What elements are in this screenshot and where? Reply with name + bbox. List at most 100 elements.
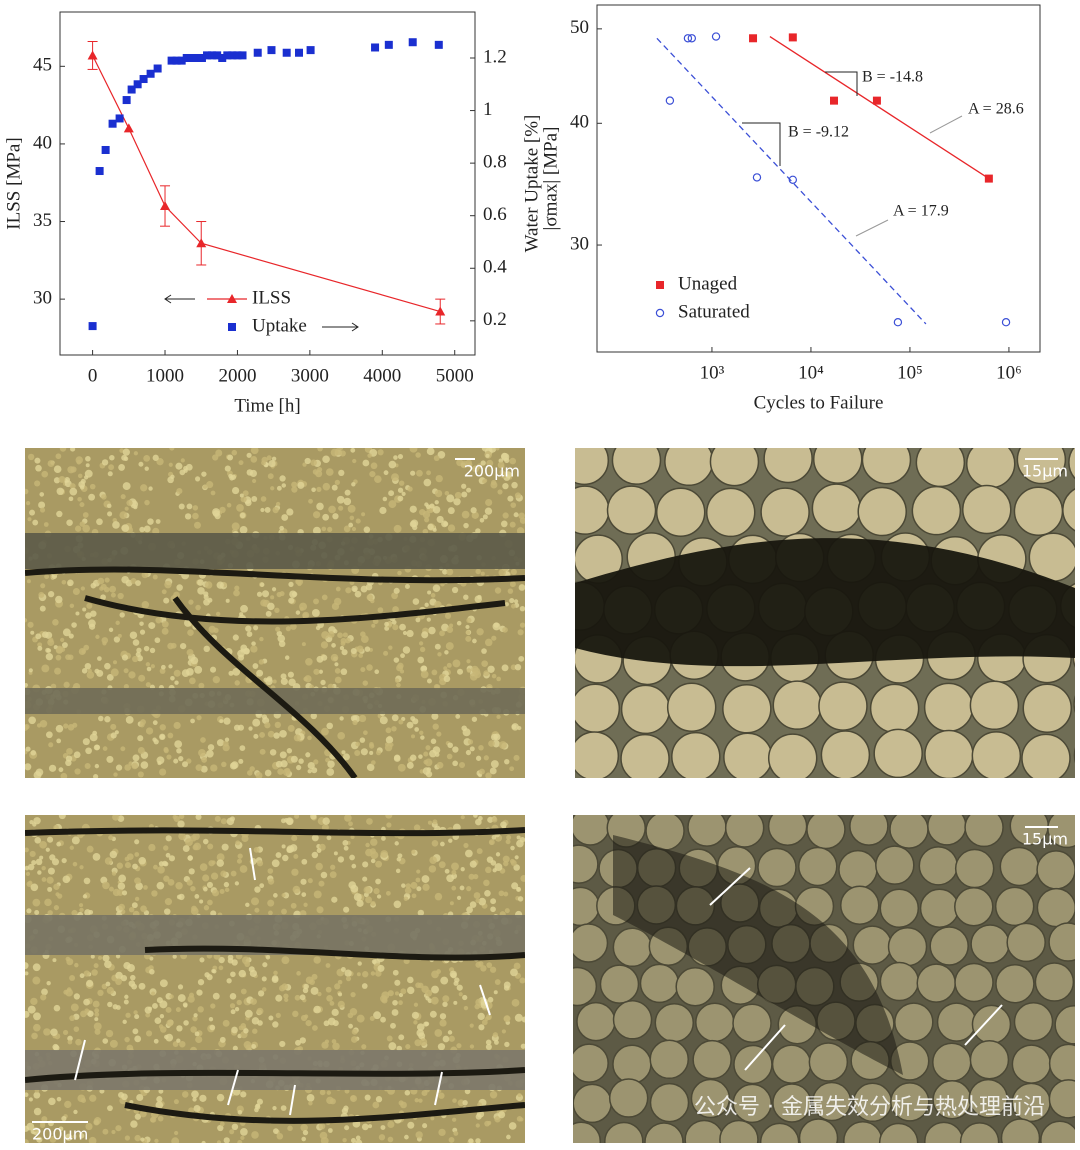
fiber-dot bbox=[186, 648, 194, 656]
fiber-dot bbox=[483, 478, 488, 483]
fiber-dot bbox=[457, 1099, 465, 1107]
fiber-dot bbox=[128, 906, 135, 913]
marker bbox=[984, 174, 993, 183]
fiber-dot bbox=[273, 970, 278, 976]
fiber-dot bbox=[165, 1033, 174, 1042]
fiber-dot bbox=[53, 883, 60, 890]
fiber-dot bbox=[506, 1134, 511, 1140]
fiber-dot bbox=[41, 631, 49, 638]
fiber-dot bbox=[330, 653, 339, 662]
fiber-dot bbox=[362, 459, 370, 467]
fiber-dot bbox=[326, 835, 332, 841]
x-tick-label: 10⁶ bbox=[996, 362, 1022, 383]
fiber-dot bbox=[485, 453, 490, 458]
fiber-dot bbox=[196, 715, 202, 721]
fiber-dot bbox=[507, 588, 514, 594]
fiber-dot bbox=[27, 1005, 36, 1014]
fiber-dot bbox=[509, 858, 515, 864]
fiber-dot bbox=[438, 861, 446, 869]
fiber-dot bbox=[380, 1016, 386, 1023]
fiber-dot bbox=[296, 764, 302, 771]
fiber-dot bbox=[178, 832, 186, 841]
fiber-dot bbox=[421, 631, 429, 639]
fiber-dot bbox=[256, 669, 264, 677]
fiber-dot bbox=[331, 896, 338, 903]
fiber-dot bbox=[429, 749, 437, 758]
fiber-dot bbox=[449, 901, 454, 906]
marker bbox=[160, 201, 171, 211]
fiber-dot bbox=[363, 886, 371, 894]
fiber-dot bbox=[517, 1092, 522, 1098]
fiber-dot bbox=[358, 653, 364, 658]
fiber-dot bbox=[149, 968, 155, 975]
fiber-dot bbox=[174, 1130, 179, 1136]
fiber-dot bbox=[521, 1016, 525, 1023]
fiber-dot bbox=[491, 817, 498, 823]
fiber-dot bbox=[340, 967, 346, 972]
fiber-dot bbox=[385, 727, 392, 734]
fiber-dot bbox=[417, 656, 425, 664]
fiber-dot bbox=[232, 634, 239, 641]
fiber-dot bbox=[304, 457, 311, 465]
fiber-dot bbox=[26, 1122, 35, 1131]
fiber-dot bbox=[486, 1015, 491, 1020]
fiber-dot bbox=[157, 761, 162, 766]
fiber-dot bbox=[469, 1023, 474, 1028]
fiber-dot bbox=[329, 1000, 335, 1006]
fiber-dot bbox=[429, 503, 435, 509]
y-tick-label: 40 bbox=[570, 112, 589, 133]
fiber bbox=[573, 886, 600, 927]
fiber-dot bbox=[271, 456, 277, 462]
marker bbox=[218, 53, 227, 62]
fiber-dot bbox=[230, 761, 239, 769]
fiber-dot bbox=[426, 617, 431, 622]
fiber-dot bbox=[176, 584, 183, 591]
fiber-dot bbox=[252, 478, 257, 484]
fiber-dot bbox=[321, 631, 330, 639]
fiber-dot bbox=[503, 891, 509, 897]
fiber-dot bbox=[173, 669, 181, 677]
fiber-dot bbox=[80, 1010, 87, 1018]
fiber-dot bbox=[152, 1003, 158, 1009]
fiber bbox=[806, 815, 846, 850]
fiber-dot bbox=[370, 462, 378, 470]
fiber bbox=[869, 683, 920, 734]
fiber bbox=[599, 964, 640, 1004]
fiber-dot bbox=[296, 971, 301, 976]
fiber-dot bbox=[351, 585, 358, 592]
fiber-dot bbox=[334, 983, 341, 990]
fiber-dot bbox=[25, 763, 32, 771]
fiber-dot bbox=[69, 603, 75, 609]
fiber-dot bbox=[208, 1017, 214, 1022]
fiber-dot bbox=[271, 587, 277, 592]
fiber-dot bbox=[212, 508, 221, 517]
marker bbox=[306, 46, 315, 55]
fiber-dot bbox=[349, 515, 355, 521]
fiber-dot bbox=[281, 956, 290, 965]
fiber-dot bbox=[132, 655, 139, 663]
fiber-dot bbox=[125, 1012, 131, 1018]
fiber-dot bbox=[365, 583, 373, 591]
fiber bbox=[1047, 815, 1075, 849]
fiber-dot bbox=[39, 492, 45, 497]
fiber-dot bbox=[284, 997, 289, 1002]
fiber-dot bbox=[237, 1109, 243, 1115]
fiber-dot bbox=[234, 1007, 240, 1012]
fiber bbox=[954, 962, 994, 1003]
fiber bbox=[852, 925, 893, 965]
fiber-dot bbox=[206, 481, 214, 489]
fiber-dot bbox=[416, 869, 421, 874]
fiber-dot bbox=[438, 1092, 445, 1099]
annotation: B = -9.12 bbox=[788, 124, 849, 141]
fiber-dot bbox=[271, 976, 279, 984]
fiber-dot bbox=[466, 668, 472, 673]
fiber-dot bbox=[392, 999, 398, 1006]
fiber-dot bbox=[170, 675, 175, 681]
fiber-dot bbox=[152, 720, 158, 726]
fiber-dot bbox=[216, 739, 225, 747]
fiber bbox=[861, 448, 912, 485]
fiber-dot bbox=[378, 1134, 386, 1141]
fiber-dot bbox=[325, 468, 334, 476]
fiber-dot bbox=[207, 899, 213, 906]
fiber-dot bbox=[443, 675, 451, 683]
